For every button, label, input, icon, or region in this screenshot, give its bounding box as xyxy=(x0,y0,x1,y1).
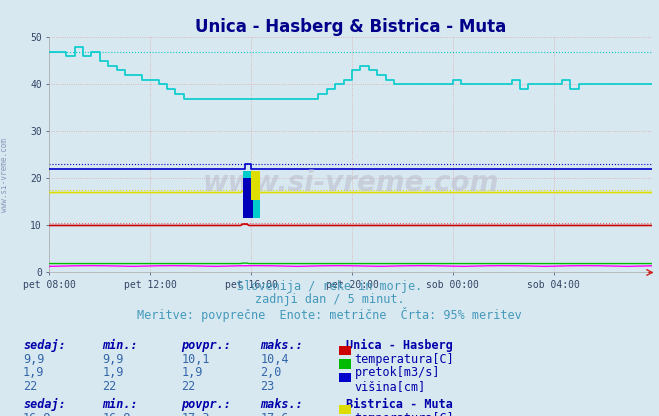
Text: min.:: min.: xyxy=(102,398,138,411)
Text: 9,9: 9,9 xyxy=(102,353,123,366)
Text: 23: 23 xyxy=(260,380,275,393)
Text: Bistrica - Muta: Bistrica - Muta xyxy=(346,398,453,411)
Text: 1,9: 1,9 xyxy=(23,366,44,379)
Text: 16,9: 16,9 xyxy=(23,412,51,416)
Text: sedaj:: sedaj: xyxy=(23,398,66,411)
Text: višina[cm]: višina[cm] xyxy=(355,380,426,393)
Text: sedaj:: sedaj: xyxy=(23,339,66,352)
Text: temperatura[C]: temperatura[C] xyxy=(355,412,454,416)
Text: maks.:: maks.: xyxy=(260,339,303,352)
Text: 17,6: 17,6 xyxy=(260,412,289,416)
Text: 17,3: 17,3 xyxy=(181,412,210,416)
Text: 22: 22 xyxy=(102,380,117,393)
Text: www.si-vreme.com: www.si-vreme.com xyxy=(0,138,9,212)
Text: 10,4: 10,4 xyxy=(260,353,289,366)
Text: temperatura[C]: temperatura[C] xyxy=(355,353,454,366)
Text: Slovenija / reke in morje.: Slovenija / reke in morje. xyxy=(237,280,422,292)
Bar xyxy=(243,178,253,218)
Text: 2,0: 2,0 xyxy=(260,366,281,379)
Bar xyxy=(243,171,260,218)
Text: min.:: min.: xyxy=(102,339,138,352)
Text: 1,9: 1,9 xyxy=(102,366,123,379)
Text: pretok[m3/s]: pretok[m3/s] xyxy=(355,366,440,379)
Bar xyxy=(251,171,260,200)
Text: Meritve: povprečne  Enote: metrične  Črta: 95% meritev: Meritve: povprečne Enote: metrične Črta:… xyxy=(137,307,522,322)
Text: 9,9: 9,9 xyxy=(23,353,44,366)
Text: povpr.:: povpr.: xyxy=(181,339,231,352)
Text: maks.:: maks.: xyxy=(260,398,303,411)
Text: 22: 22 xyxy=(23,380,38,393)
Text: 10,1: 10,1 xyxy=(181,353,210,366)
Text: 16,9: 16,9 xyxy=(102,412,130,416)
Text: Unica - Hasberg: Unica - Hasberg xyxy=(346,339,453,352)
Title: Unica - Hasberg & Bistrica - Muta: Unica - Hasberg & Bistrica - Muta xyxy=(195,18,507,36)
Text: povpr.:: povpr.: xyxy=(181,398,231,411)
Text: zadnji dan / 5 minut.: zadnji dan / 5 minut. xyxy=(254,293,405,306)
Text: 1,9: 1,9 xyxy=(181,366,202,379)
Text: 22: 22 xyxy=(181,380,196,393)
Text: www.si-vreme.com: www.si-vreme.com xyxy=(203,169,499,197)
